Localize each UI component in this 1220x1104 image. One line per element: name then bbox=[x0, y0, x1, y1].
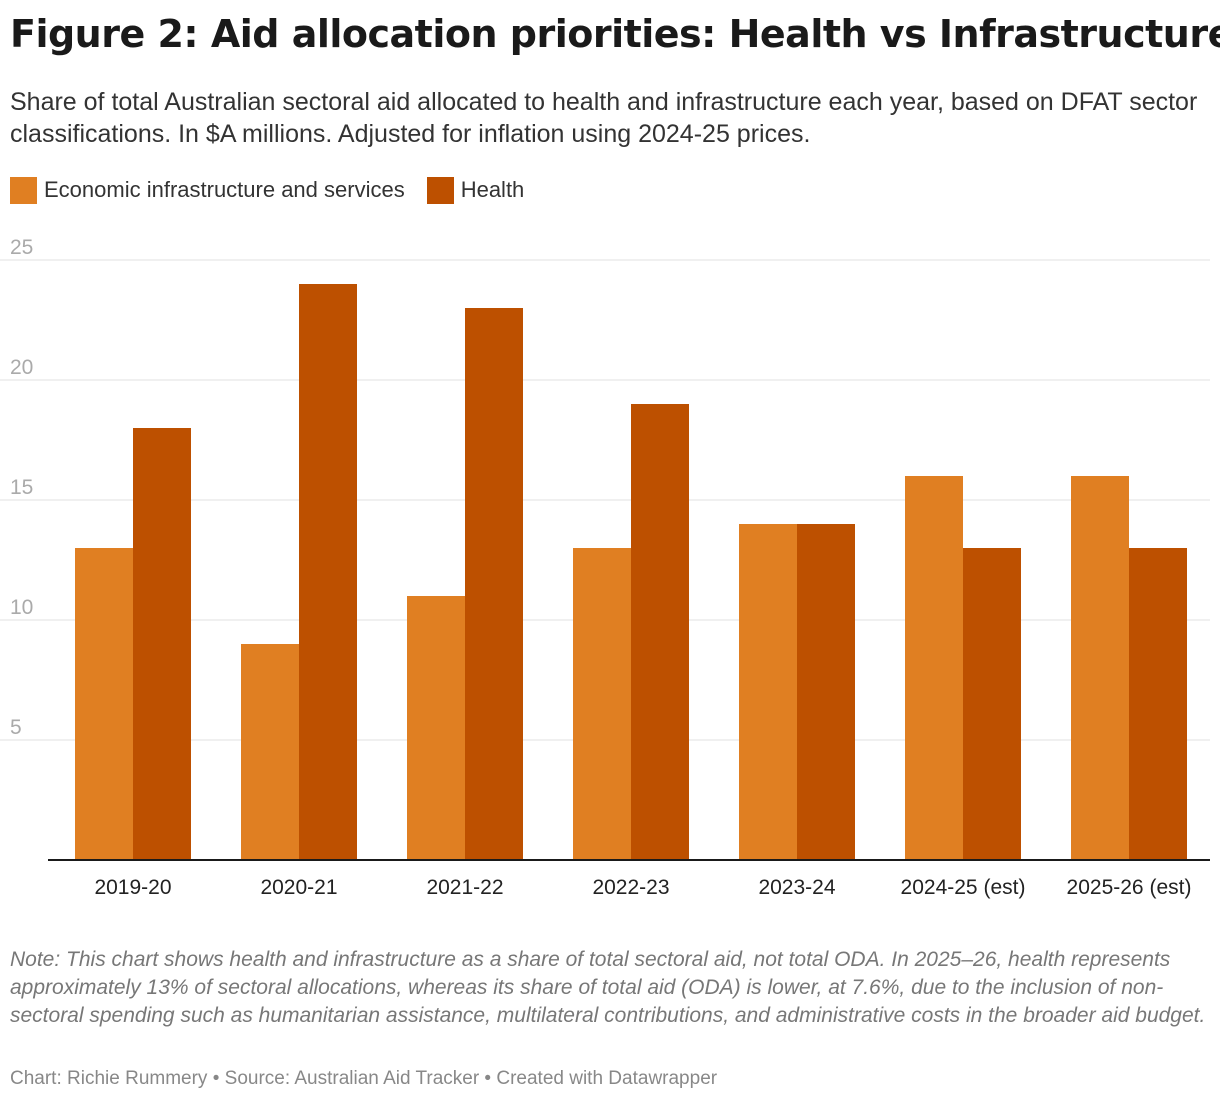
legend-item-infrastructure: Economic infrastructure and services bbox=[10, 176, 405, 204]
bar-health bbox=[1129, 548, 1187, 860]
legend-item-health: Health bbox=[426, 176, 525, 204]
x-tick-label: 2020-21 bbox=[260, 876, 337, 899]
x-tick-label: 2024-25 (est) bbox=[901, 876, 1026, 899]
y-tick-label: 25 bbox=[10, 236, 33, 259]
x-tick-label: 2019-20 bbox=[94, 876, 171, 899]
bar-infrastructure bbox=[573, 548, 631, 860]
bar-infrastructure bbox=[739, 524, 797, 860]
bar-infrastructure bbox=[241, 644, 299, 860]
bar-infrastructure bbox=[1071, 476, 1129, 860]
bar-health bbox=[963, 548, 1021, 860]
bar-health bbox=[797, 524, 855, 860]
x-tick-label: 2025-26 (est) bbox=[1067, 876, 1192, 899]
bar-infrastructure bbox=[905, 476, 963, 860]
bar-health bbox=[465, 308, 523, 860]
bar-infrastructure bbox=[75, 548, 133, 860]
chart-note: Note: This chart shows health and infras… bbox=[10, 948, 1206, 1027]
bar-health bbox=[631, 404, 689, 860]
legend-swatch-health bbox=[426, 176, 454, 204]
x-tick-label: 2023-24 bbox=[758, 876, 835, 899]
x-tick-label: 2021-22 bbox=[426, 876, 503, 899]
legend-swatch-infrastructure bbox=[10, 176, 37, 204]
legend: Economic infrastructure and services Hea… bbox=[10, 175, 546, 205]
chart-subtitle: Share of total Australian sectoral aid a… bbox=[10, 88, 1198, 148]
legend-label-health: Health bbox=[460, 177, 525, 202]
bar-infrastructure bbox=[407, 596, 465, 860]
chart-title: Figure 2: Aid allocation priorities: Hea… bbox=[10, 12, 1220, 56]
bar-health bbox=[299, 284, 357, 860]
legend-label-infrastructure: Economic infrastructure and services bbox=[44, 177, 405, 202]
y-tick-label: 20 bbox=[10, 356, 33, 379]
y-tick-label: 15 bbox=[10, 476, 33, 499]
y-tick-label: 5 bbox=[10, 716, 22, 739]
chart-credit: Chart: Richie Rummery • Source: Australi… bbox=[10, 1068, 718, 1089]
y-tick-label: 10 bbox=[10, 596, 33, 619]
bar-health bbox=[133, 428, 191, 860]
x-tick-label: 2022-23 bbox=[592, 876, 669, 899]
bar-chart: 5 10 15 20 25 2019-20 2020-21 2021-22 2022-23 202… bbox=[0, 236, 1210, 899]
